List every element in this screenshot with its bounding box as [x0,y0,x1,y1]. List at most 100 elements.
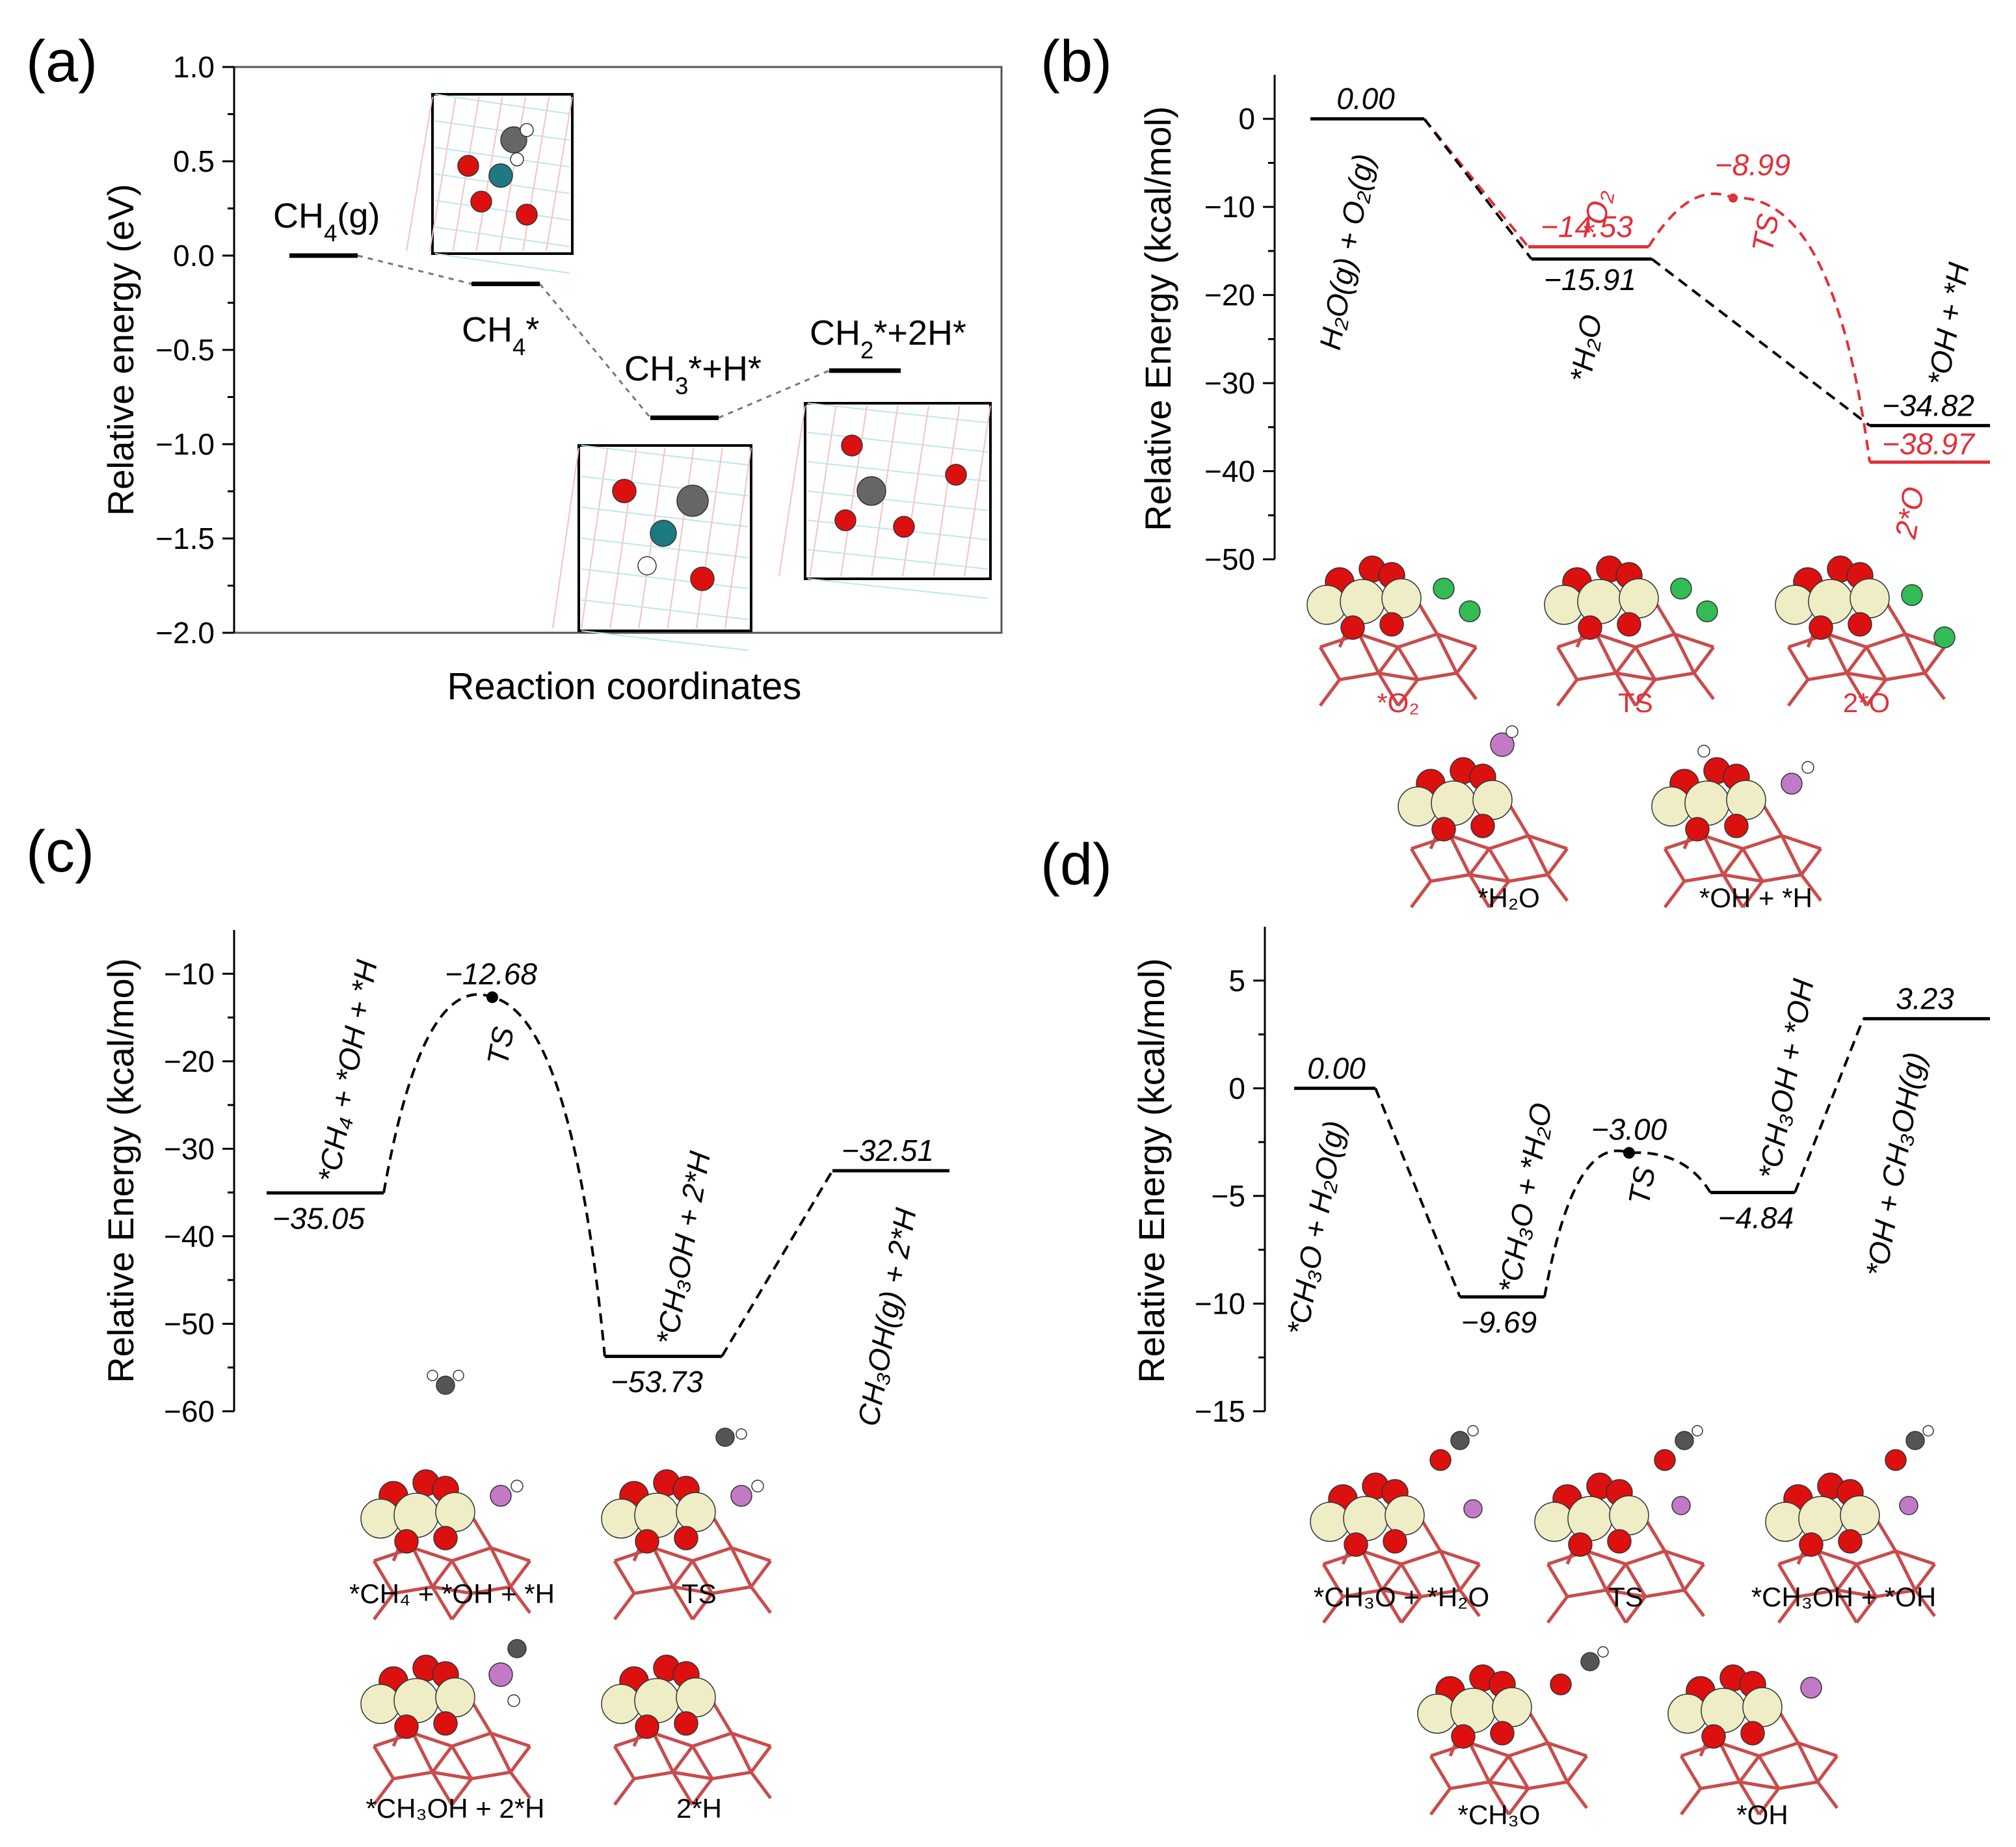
atom [516,204,538,226]
surface-bond [1469,873,1509,883]
surface-bond [431,1745,453,1774]
surface-bond [489,1547,512,1588]
surface-bond [1673,633,1696,674]
surface-bond [1758,1741,1799,1758]
atom [1459,600,1481,622]
atom [676,1677,716,1718]
surface-bond [1507,802,1530,837]
atom [612,479,637,503]
structure-model [1534,1425,1705,1624]
surface-bond [672,1560,694,1588]
atom [1597,1646,1609,1658]
surface-bond [1760,802,1784,837]
atom [507,1639,527,1658]
surface-bond [1420,1588,1461,1599]
atom [751,1480,764,1493]
value-label: −12.68 [445,957,537,990]
structure-caption: 2*H [676,1793,722,1824]
connector-line [1423,118,1533,260]
surface-bond [1547,1741,1587,1758]
surface-bond [730,1732,753,1774]
surface-bond [1318,646,1342,681]
surface-bond [1605,1563,1627,1591]
level-label: CH3*+H* [624,349,762,399]
y-tick-label: 0.0 [173,239,215,272]
y-tick-label: −10 [1204,190,1255,224]
surface-bond [653,1731,693,1748]
y-tick-label: −0.5 [155,333,215,367]
lattice-line [434,253,570,274]
surface-bond [1508,873,1548,883]
structure-model [1306,555,1481,707]
surface-bond [1807,671,1848,682]
surface-bond [1362,1549,1402,1566]
lattice-line [581,447,609,629]
surface-bond [1546,1595,1569,1624]
surface-bond [1664,1549,1704,1566]
atom [1429,1449,1452,1471]
surface-bond [691,1592,713,1621]
surface-bond [1738,1781,1761,1816]
atom [1379,612,1404,637]
structure-model [360,1370,531,1621]
surface-bond [671,1586,695,1621]
lattice-line [724,447,752,629]
y-tick-label: 1.0 [173,50,215,84]
surface-bond [1342,1588,1383,1599]
surface-bond [1762,873,1802,883]
surface-bond [490,1731,531,1748]
surface-bond [750,1771,772,1800]
atom [433,1526,458,1550]
surface-bond [1654,671,1695,682]
connector-line [1374,1087,1461,1297]
atom [637,556,657,576]
atom [510,152,524,166]
atom [674,1526,698,1550]
atom [435,1492,475,1532]
atom [1619,578,1659,618]
atom [1383,1529,1407,1554]
value-label: −3.00 [1591,1113,1667,1147]
surface-bond [1758,1787,1780,1816]
atom [893,516,915,538]
y-axis-label: Relative Energy (kcal/mol) [1131,958,1172,1383]
panel-label: (c) [26,819,94,884]
atom [1899,1496,1918,1515]
level-label: CH4(g) [273,196,380,246]
surface-bond [1567,1588,1607,1599]
structure-model [1310,1425,1483,1624]
surface-bond [450,1745,473,1780]
surface-bond [613,1777,635,1806]
surface-bond [613,1560,636,1595]
surface-bond [1397,678,1419,707]
surface-bond [1722,847,1744,876]
atom [1467,1425,1479,1437]
surface-bond [1528,834,1568,851]
surface-bond [1866,632,1906,649]
y-tick-label: −40 [1204,455,1255,488]
surface-bond [1359,632,1399,649]
surface-bond [1674,632,1714,649]
lattice-line [434,146,570,168]
atom [1848,612,1872,637]
surface-bond [1800,873,1822,902]
surface-bond [509,1771,531,1800]
surface-bond [1777,1563,1800,1598]
surface-bond [691,1745,714,1780]
surface-bond [1846,646,1868,674]
surface-bond [1625,1549,1665,1566]
atom [1809,615,1833,640]
surface-bond [1718,1742,1742,1783]
y-tick-label: −10 [1195,1286,1245,1320]
value-label: −9.69 [1461,1305,1537,1339]
y-tick-label: −50 [1204,542,1255,576]
lattice-line [964,405,991,577]
surface-bond [509,1745,531,1774]
surface-bond [1487,847,1511,883]
surface-bond [1643,1517,1667,1552]
surface-bond [431,1560,453,1588]
surface-bond [1430,873,1470,883]
surface-bond [1546,1563,1569,1598]
atom [1490,1721,1515,1746]
